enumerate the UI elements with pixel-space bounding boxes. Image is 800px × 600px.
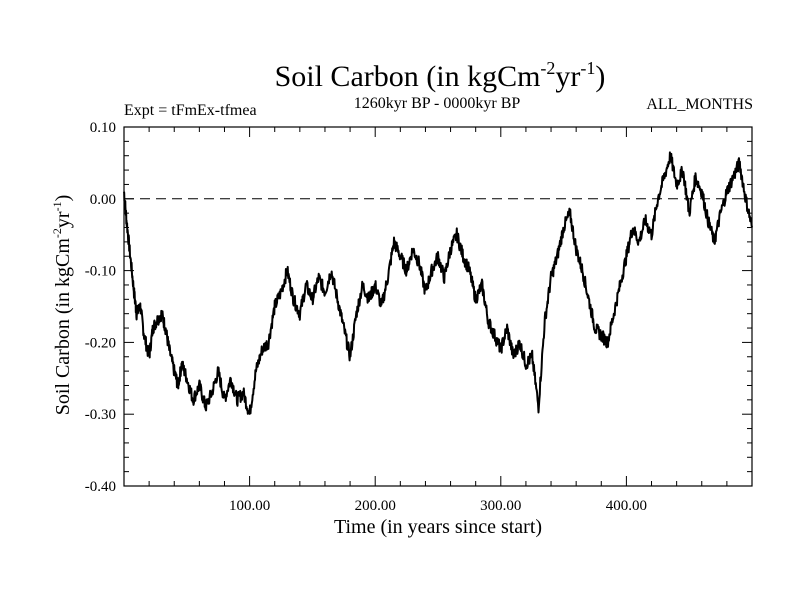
title-mid: yr [555,60,580,93]
x-axis-label: Time (in years since start) [334,516,542,538]
title-main: Soil Carbon (in kgCm [275,60,541,93]
x-tick-label: 100.00 [229,498,270,514]
title-end: ) [595,60,605,93]
ylabel-sup2: -1 [50,201,64,211]
y-tick-label: 0.10 [90,120,116,136]
ylabel-main: Soil Carbon (in kgCm [52,238,74,416]
axis-tick-labels: 100.00 200.00 300.00 400.00 0.10 0.00 -0.10 -0.… [85,120,647,514]
subtitle-left: Expt = tFmEx-tfmea [124,102,257,119]
ylabel-end: ) [52,195,74,202]
y-axis-label: Soil Carbon (in kgCm-2yr-1) [50,195,74,416]
x-tick-label: 400.00 [606,498,647,514]
x-tick-label: 300.00 [480,498,521,514]
chart-title: Soil Carbon (in kgCm-2yr-1) [275,58,606,93]
series-line-soil-carbon [123,151,753,415]
ylabel-sup1: -2 [50,228,64,238]
y-tick-label: -0.40 [85,479,116,495]
plot-frame [123,126,753,487]
ylabel-mid: yr [52,211,74,228]
y-tick-label: 0.00 [90,192,116,208]
x-tick-label: 200.00 [355,498,396,514]
title-sup1: -2 [540,58,555,78]
y-tick-label: -0.10 [85,264,116,280]
y-tick-label: -0.30 [85,407,116,423]
title-sup2: -1 [580,58,595,78]
subtitle-right: ALL_MONTHS [646,96,753,113]
axis-ticks [124,126,752,487]
y-tick-label: -0.20 [85,335,116,351]
subtitle-center: 1260kyr BP - 0000kyr BP [354,95,521,112]
